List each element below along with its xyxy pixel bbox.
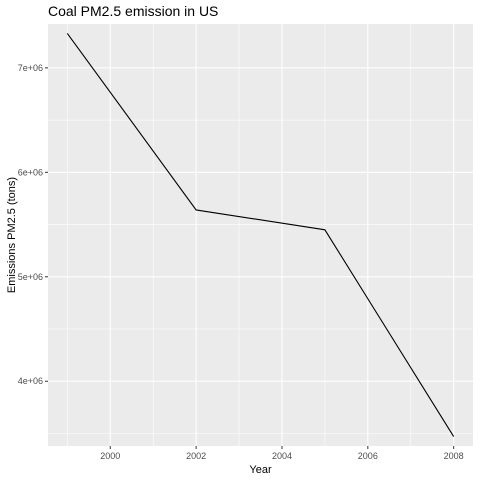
grid-major: [48, 24, 473, 446]
y-tick-label: 5e+06: [18, 272, 43, 282]
grid-minor: [48, 24, 473, 446]
x-axis: 2000 2002 2004 2006 2008: [100, 446, 464, 461]
x-tick-label: 2008: [444, 451, 464, 461]
series-line: [66, 33, 455, 437]
x-axis-title: Year: [249, 464, 272, 476]
plot-panel: [48, 24, 473, 446]
y-axis-title: Emissions PM2.5 (tons): [6, 177, 18, 293]
x-tick-label: 2000: [100, 451, 120, 461]
chart-title: Coal PM2.5 emission in US: [48, 3, 218, 19]
x-tick-label: 2004: [272, 451, 292, 461]
y-tick-label: 6e+06: [18, 167, 43, 177]
y-tick-label: 4e+06: [18, 376, 43, 386]
y-tick-label: 7e+06: [18, 63, 43, 73]
x-tick-label: 2006: [358, 451, 378, 461]
x-tick-label: 2002: [186, 451, 206, 461]
y-axis: 4e+06 5e+06 6e+06 7e+06: [18, 63, 48, 386]
